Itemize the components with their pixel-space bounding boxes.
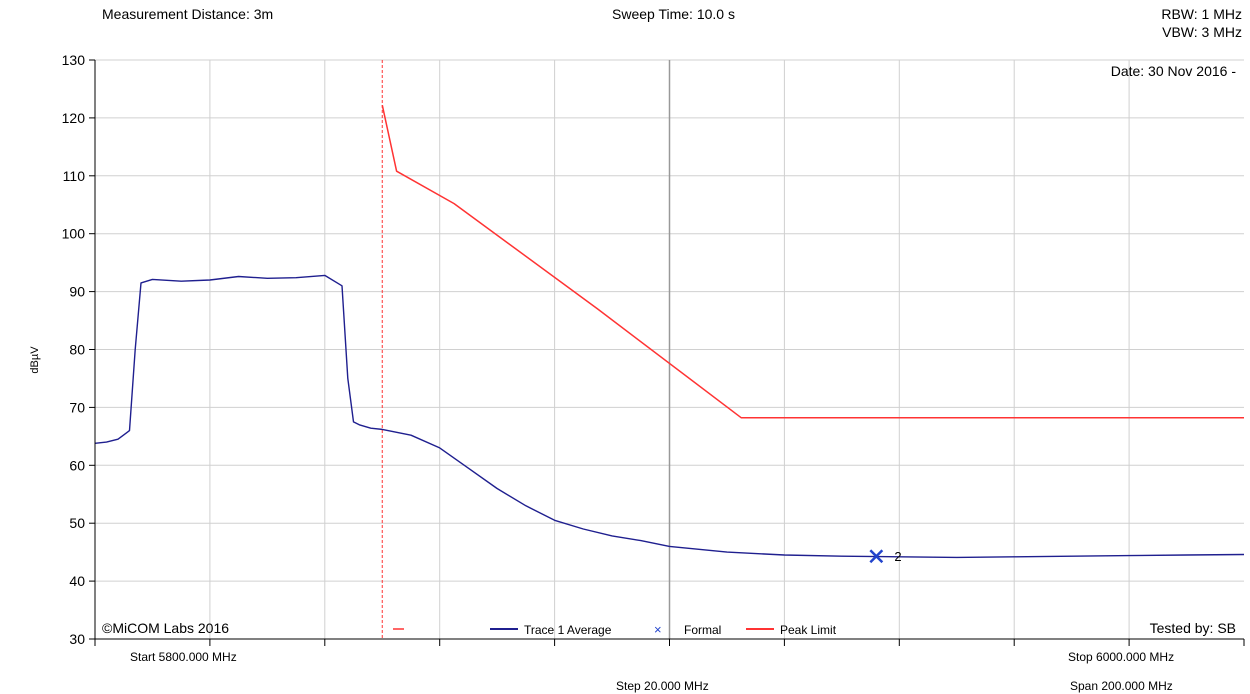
y-tick-label: 30 — [69, 631, 85, 647]
y-axis-label: dBµV — [29, 346, 41, 374]
marker-label: 2 — [894, 549, 901, 564]
y-tick-label: 120 — [62, 110, 86, 126]
marker-x-icon — [869, 549, 884, 564]
y-tick-label: 100 — [62, 226, 86, 242]
copyright-label: ©MiCOM Labs 2016 — [102, 620, 229, 636]
tested-by-label: Tested by: SB — [1150, 620, 1236, 636]
sweep-time-label: Sweep Time: 10.0 s — [612, 6, 735, 22]
y-tick-label: 40 — [69, 573, 85, 589]
legend-trace-label: Trace 1 Average — [524, 623, 612, 637]
vbw-label: VBW: 3 MHz — [1162, 24, 1242, 40]
stop-frequency-label: Stop 6000.000 MHz — [1068, 650, 1174, 664]
x-axis-ticks — [94, 639, 1245, 646]
start-frequency-label: Start 5800.000 MHz — [130, 650, 237, 664]
y-tick-label: 70 — [69, 399, 85, 415]
span-label: Span 200.000 MHz — [1070, 679, 1173, 693]
rbw-label: RBW: 1 MHz — [1161, 6, 1242, 22]
y-tick-label: 60 — [69, 457, 85, 473]
date-label: Date: 30 Nov 2016 - — [1111, 63, 1237, 79]
y-tick-label: 130 — [62, 52, 86, 68]
y-tick-label: 80 — [69, 342, 85, 358]
marker-2: 2 — [869, 549, 902, 564]
y-tick-label: 110 — [63, 168, 86, 184]
y-tick-label: 50 — [69, 515, 85, 531]
marker-layer: 2 — [869, 549, 902, 564]
legend: Trace 1 Average × Formal Peak Limit — [490, 622, 837, 637]
series-layer — [94, 105, 1245, 559]
legend-formal-x-icon: × — [654, 622, 662, 637]
legend-formal-label: Formal — [684, 623, 721, 637]
y-axis-ticks: 30 40 50 60 70 80 90 100 110 120 130 — [62, 52, 95, 647]
legend-limit-label: Peak Limit — [780, 623, 837, 637]
trace-1-average-line — [94, 274, 1245, 559]
step-label: Step 20.000 MHz — [616, 679, 709, 693]
peak-limit-line — [381, 105, 1244, 419]
y-tick-label: 90 — [69, 284, 85, 300]
measurement-distance-label: Measurement Distance: 3m — [102, 6, 274, 22]
